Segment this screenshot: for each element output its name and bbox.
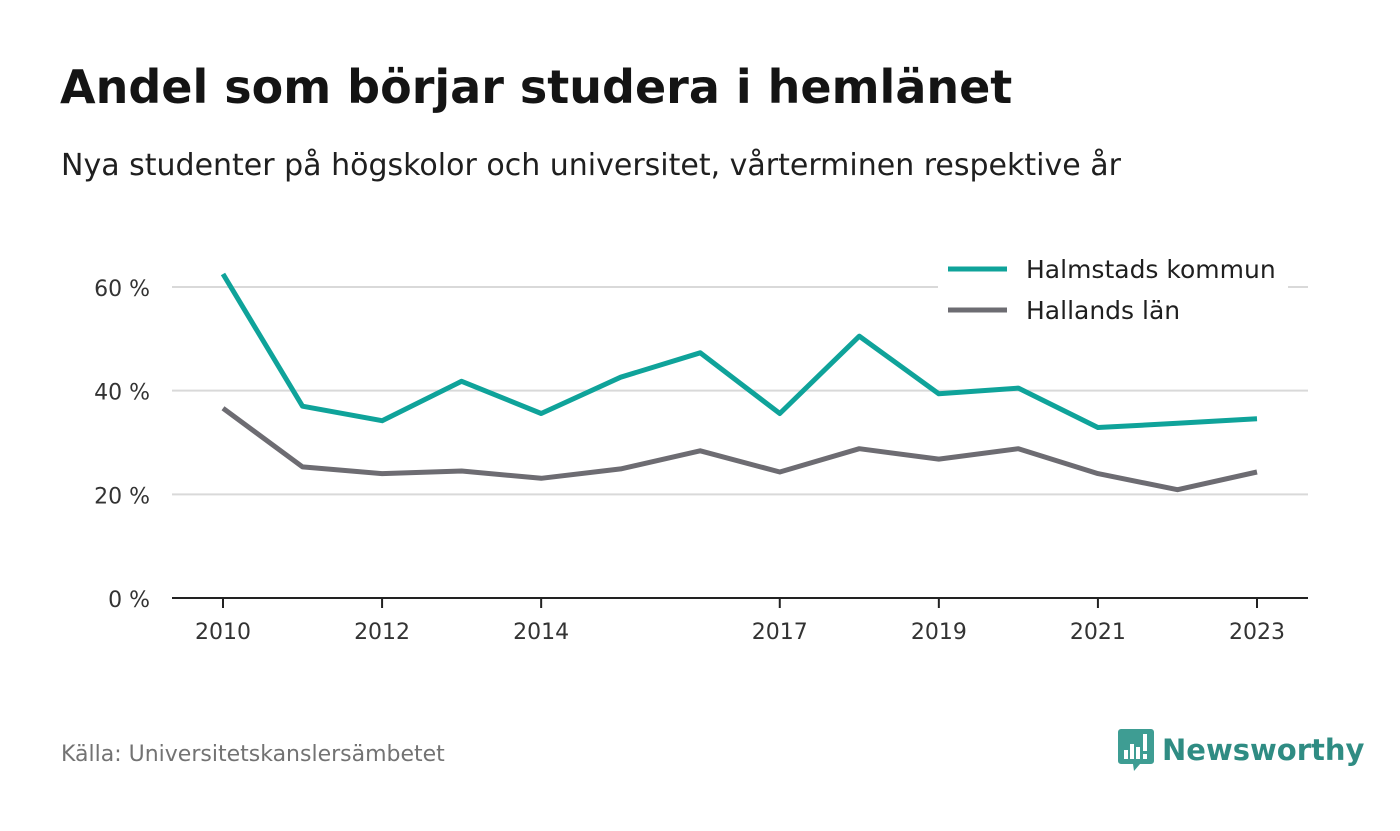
x-tick-label: 2017 [752, 620, 808, 645]
y-tick-label: 60 % [94, 277, 150, 302]
newsworthy-logo-icon [1118, 729, 1154, 771]
legend: Halmstads kommun Hallands län [938, 250, 1288, 329]
x-tick-label: 2010 [195, 620, 251, 645]
legend-label: Halmstads kommun [1026, 255, 1276, 284]
series-lines [220, 272, 1258, 493]
x-tick-label: 2019 [911, 620, 967, 645]
brand-name: Newsworthy [1162, 733, 1365, 767]
y-tick-label: 0 % [108, 588, 150, 613]
legend-label: Hallands län [1026, 296, 1180, 325]
series-line [220, 272, 1258, 430]
y-tick-label: 40 % [94, 381, 150, 406]
brand-logo[interactable]: Newsworthy [1118, 727, 1364, 773]
x-tick-label: 2012 [354, 620, 410, 645]
x-tick-label: 2021 [1070, 620, 1126, 645]
x-tick-label: 2023 [1229, 620, 1285, 645]
y-axis-labels: 0 % 20 % 40 % 60 % [94, 277, 150, 613]
line-chart: 0 % 20 % 40 % 60 % 2010 2012 2014 2017 2019 2021… [94, 250, 1308, 645]
x-tick-label: 2014 [513, 620, 569, 645]
y-tick-label: 20 % [94, 484, 150, 509]
x-axis-labels: 2010 2012 2014 2017 2019 2021 2023 [195, 620, 1285, 645]
source-note: Källa: Universitetskanslersämbetet [61, 742, 445, 767]
series-line [221, 406, 1258, 493]
chart-title: Andel som börjar studera i hemlänet [60, 60, 1013, 114]
chart-subtitle: Nya studenter på högskolor och universit… [61, 148, 1121, 183]
x-axis [172, 597, 1308, 608]
